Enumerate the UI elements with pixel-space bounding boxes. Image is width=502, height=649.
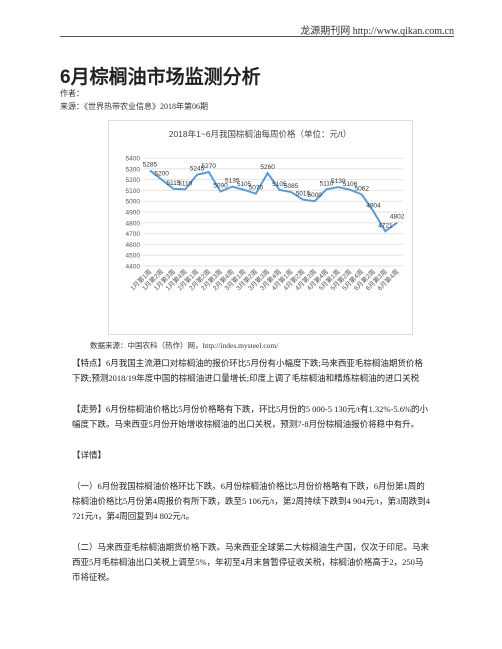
y-tick-label: 4600: [126, 242, 141, 249]
data-label: 5245: [190, 166, 205, 173]
data-label: 4802: [390, 214, 405, 221]
y-tick-label: 5200: [126, 177, 141, 184]
y-tick-label: 4400: [126, 264, 141, 271]
data-label: 5110: [178, 180, 192, 187]
line: [149, 169, 398, 233]
y-tick-label: 5100: [126, 188, 141, 195]
data-label: 5135: [225, 178, 240, 185]
data-label: 5110: [319, 180, 333, 187]
header-rule: [60, 36, 454, 37]
paragraph: 【走势】6月份棕榈油价格比5月份价格略有下跌，环比5月份的5 000-5 130…: [72, 404, 429, 429]
data-label: 5270: [202, 163, 217, 170]
data-label: 5090: [213, 182, 228, 189]
doc-title: 6月棕榈油市场监测分析: [60, 67, 261, 88]
data-label: 5070: [249, 185, 264, 192]
chart: 2018年1~6月我国棕榈油每周价格（单位：元/t） 4400 4500 4600 4…: [108, 120, 413, 335]
data-label: 5000: [307, 192, 322, 199]
paragraph: 【特点】6月我国主流港口对棕榈油的报价环比5月份有小幅度下跌;马来西亚毛棕榈油期…: [72, 358, 423, 383]
chart-frame: [108, 120, 413, 335]
data-label: 5105: [237, 181, 252, 188]
data-label: 5200: [154, 171, 169, 178]
data-label: 4904: [366, 203, 381, 210]
y-tick-label: 4700: [126, 231, 141, 238]
data-label: 5105: [272, 181, 287, 188]
data-label: 4721: [378, 222, 393, 229]
y-tick-label: 5400: [126, 156, 141, 163]
figure-note: 数据来源：中国农科（热作）网，http://indes.mysteel.com/: [90, 341, 279, 350]
source: 来源：《世界热带农业信息》2018年第06期: [60, 102, 208, 111]
paragraph: 【详情】: [72, 450, 107, 460]
data-label: 5285: [143, 161, 158, 168]
data-label: 5015: [296, 191, 311, 198]
paragraph: （二）马来西亚毛棕榈油期货价格下跌。马来西亚全球第二大棕榈油生产国，仅次于印尼。…: [72, 542, 430, 582]
site-header: 龙源期刊网 http://www.qikan.com.cn: [300, 26, 454, 37]
data-label: 5106: [343, 181, 358, 188]
y-tick-label: 5000: [126, 199, 141, 206]
y-tick-label: 4500: [126, 253, 141, 260]
data-label: 5130: [331, 178, 346, 185]
data-label: 5085: [284, 183, 299, 190]
chart-title: 2018年1~6月我国棕榈油每周价格（单位：元/t）: [169, 129, 352, 139]
paragraph: （一）6月份我国棕榈油价格环比下跌。6月份棕榈油价格比5月份价格略有下跌，6月份…: [72, 481, 430, 521]
y-tick-label: 4800: [126, 220, 141, 227]
data-label: 5062: [355, 186, 370, 193]
data-label: 5115: [166, 180, 180, 187]
data-label: 5260: [260, 164, 275, 171]
author: 作者：: [60, 89, 84, 98]
y-tick-label: 4900: [126, 210, 141, 217]
y-tick-label: 5300: [126, 166, 141, 173]
